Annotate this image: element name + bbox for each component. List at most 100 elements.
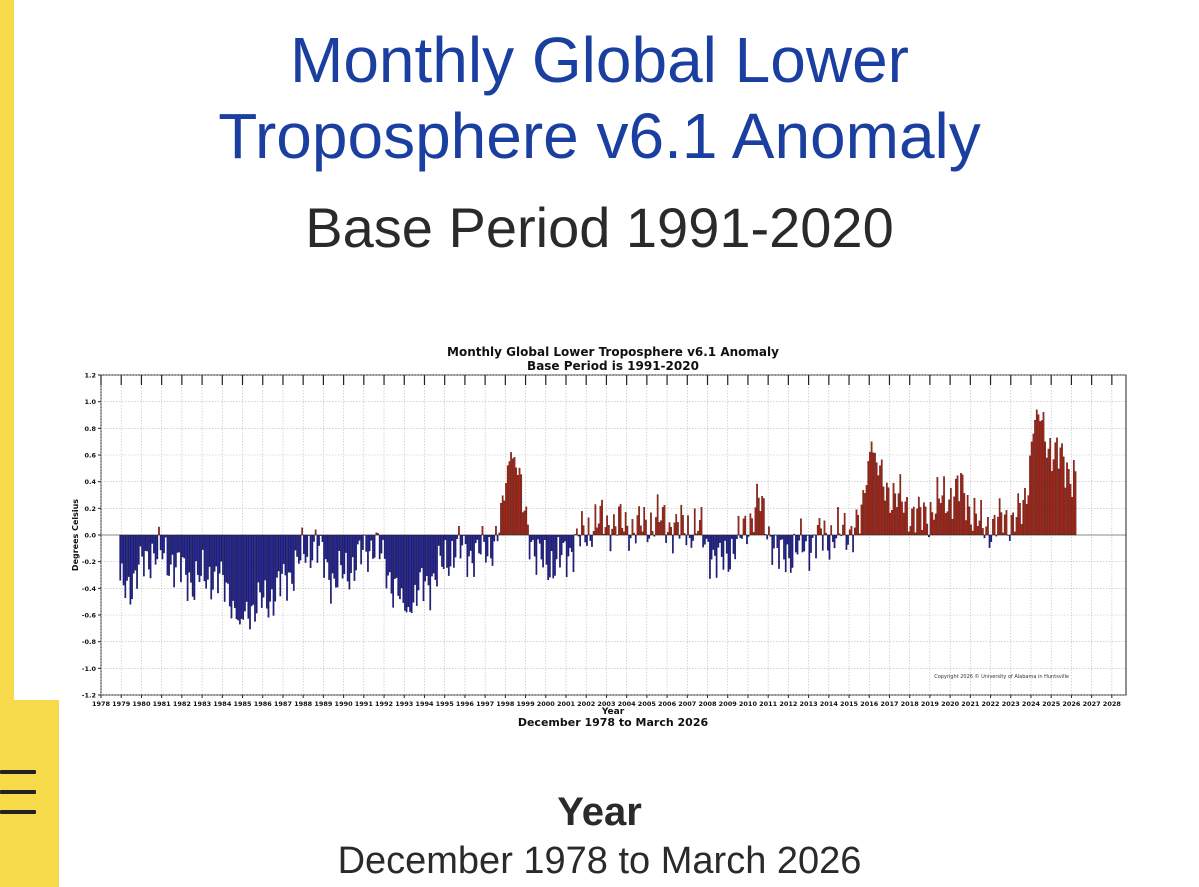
anomaly-bar <box>781 534 784 540</box>
anomaly-bar <box>426 534 428 576</box>
anomaly-bar <box>377 533 379 536</box>
anomaly-bar <box>759 511 762 536</box>
anomaly-bar <box>970 524 972 536</box>
anomaly-bar <box>158 526 160 536</box>
anomaly-bar <box>365 534 368 552</box>
anomaly-bar <box>736 534 738 540</box>
anomaly-bar <box>296 534 298 557</box>
anomaly-bar <box>870 441 873 536</box>
side-accent-stripe <box>0 0 14 887</box>
anomaly-bar <box>896 507 898 536</box>
anomaly-bar <box>417 534 420 591</box>
anomaly-bar <box>914 532 917 536</box>
anomaly-bar <box>451 534 453 542</box>
anomaly-bar <box>180 534 182 583</box>
anomaly-bar <box>776 534 779 549</box>
anomaly-bar <box>161 534 164 560</box>
x-tick-label: 2024 <box>1022 700 1041 708</box>
anomaly-bar <box>372 534 374 559</box>
anomaly-bar <box>661 507 664 536</box>
anomaly-bar <box>235 534 238 620</box>
anomaly-bar <box>530 534 533 542</box>
anomaly-bar <box>818 518 821 536</box>
anomaly-bar <box>1032 433 1035 536</box>
anomaly-bar <box>682 515 684 536</box>
x-tick-label: 2005 <box>638 700 657 708</box>
anomaly-bar <box>301 527 304 536</box>
anomaly-bar <box>131 534 133 600</box>
anomaly-bar <box>394 534 396 579</box>
anomaly-bar <box>444 534 447 541</box>
anomaly-bar <box>348 534 351 590</box>
anomaly-bar <box>1003 514 1006 536</box>
anomaly-bar <box>491 534 494 566</box>
anomaly-bar <box>875 462 878 536</box>
anomaly-bar <box>1071 496 1073 536</box>
anomaly-bar <box>1067 469 1070 536</box>
anomaly-bar <box>542 534 544 568</box>
anomaly-bar <box>683 533 686 536</box>
anomaly-bar <box>618 506 620 536</box>
anomaly-bar <box>407 534 410 608</box>
anomaly-bar <box>941 495 944 536</box>
anomaly-bar <box>773 534 775 549</box>
x-tick-label: 2014 <box>820 700 839 708</box>
anomaly-bar <box>808 534 811 571</box>
anomaly-bar <box>129 534 132 605</box>
anomaly-bar <box>328 534 330 580</box>
anomaly-bar <box>196 534 199 575</box>
anomaly-bar <box>525 506 528 536</box>
anomaly-bar <box>173 534 175 588</box>
page-title: Monthly Global Lower Troposphere v6.1 An… <box>0 22 1199 174</box>
anomaly-bar <box>958 501 961 536</box>
anomaly-bar <box>545 534 548 565</box>
anomaly-chart: Monthly Global Lower Troposphere v6.1 An… <box>66 340 1136 735</box>
anomaly-bar <box>899 474 902 536</box>
anomaly-bar <box>175 534 177 568</box>
anomaly-bar <box>449 534 452 567</box>
anomaly-bar <box>397 534 400 596</box>
anomaly-bar <box>1015 517 1018 536</box>
x-tick-label: 1989 <box>314 700 333 708</box>
anomaly-bar <box>597 523 600 536</box>
anomaly-bar <box>260 534 263 608</box>
anomaly-bar <box>378 534 381 560</box>
hamburger-menu-icon[interactable] <box>0 770 38 816</box>
anomaly-bar <box>336 534 339 588</box>
anomaly-bar <box>852 534 854 553</box>
x-tick-label: 2010 <box>739 700 758 708</box>
anomaly-bar <box>151 534 154 544</box>
anomaly-bar <box>746 534 748 545</box>
anomaly-bar <box>601 499 603 536</box>
anomaly-bar <box>254 534 256 622</box>
anomaly-bar <box>980 499 982 536</box>
x-tick-label: 2009 <box>719 700 738 708</box>
anomaly-bar <box>734 534 737 560</box>
anomaly-bar <box>757 497 760 536</box>
anomaly-bar <box>921 530 924 536</box>
anomaly-bar <box>985 526 988 536</box>
page-title-line1: Monthly Global Lower <box>290 24 909 96</box>
page-title-line2: Troposphere v6.1 Anomaly <box>218 100 981 172</box>
anomaly-bar <box>434 534 437 580</box>
anomaly-bar <box>203 534 206 582</box>
anomaly-bar <box>801 534 804 553</box>
anomaly-bar <box>422 534 425 602</box>
anomaly-bar <box>624 512 627 536</box>
anomaly-bar <box>242 534 245 620</box>
anomaly-bar <box>146 534 149 552</box>
anomaly-bar <box>148 534 150 570</box>
x-tick-label: 1993 <box>395 700 413 708</box>
anomaly-bar <box>306 534 309 557</box>
anomaly-bar <box>121 534 123 564</box>
anomaly-bar <box>892 483 895 536</box>
anomaly-bar <box>633 532 635 536</box>
anomaly-bar <box>1046 457 1048 536</box>
anomaly-bar <box>506 465 509 536</box>
anomaly-bar <box>889 512 892 536</box>
anomaly-bar <box>402 534 405 603</box>
anomaly-bar <box>335 534 337 588</box>
anomaly-bar <box>244 534 246 612</box>
anomaly-bar <box>1012 512 1015 536</box>
anomaly-bar <box>666 532 669 536</box>
